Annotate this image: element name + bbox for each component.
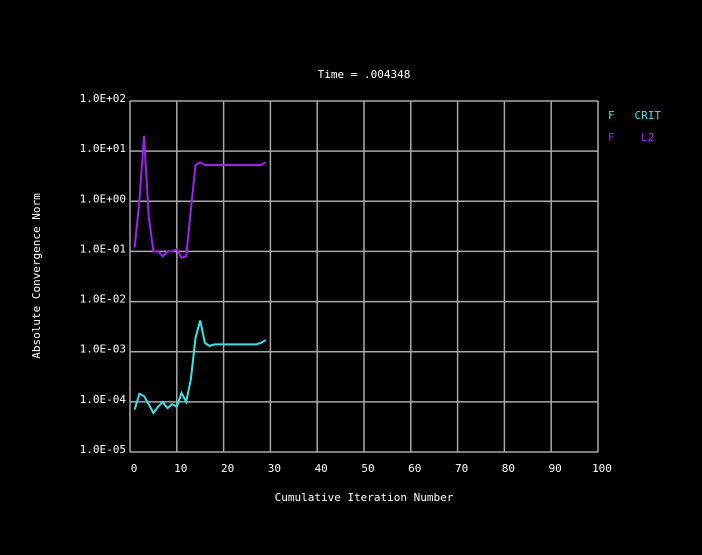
legend-entry: F CRIT xyxy=(608,109,661,122)
y-axis-label: Absolute Convergence Norm xyxy=(30,193,43,359)
chart-title: Time = .004348 xyxy=(318,68,411,81)
series-line xyxy=(133,135,267,259)
y-tick-label: 1.0E-02 xyxy=(80,293,126,306)
x-tick-label: 50 xyxy=(361,462,374,475)
x-tick-label: 0 xyxy=(131,462,138,475)
y-tick-label: 1.0E-03 xyxy=(80,343,126,356)
y-tick-label: 1.0E+02 xyxy=(80,92,126,105)
x-tick-label: 20 xyxy=(221,462,234,475)
y-tick-label: 1.0E-05 xyxy=(80,443,126,456)
x-tick-label: 70 xyxy=(455,462,468,475)
y-tick-label: 1.0E-04 xyxy=(80,393,127,406)
x-tick-label: 30 xyxy=(268,462,281,475)
x-tick-label: 40 xyxy=(315,462,328,475)
x-tick-label: 100 xyxy=(592,462,612,475)
y-tick-label: 1.0E+01 xyxy=(80,142,126,155)
x-tick-label: 60 xyxy=(408,462,421,475)
series-line xyxy=(133,320,267,415)
y-tick-label: 1.0E-01 xyxy=(80,242,126,255)
x-tick-label: 10 xyxy=(174,462,187,475)
x-tick-label: 80 xyxy=(502,462,515,475)
legend-entry: F L2 xyxy=(608,131,654,144)
x-axis-label: Cumulative Iteration Number xyxy=(275,491,454,504)
y-tick-label: 1.0E+00 xyxy=(80,192,126,205)
x-tick-label: 90 xyxy=(549,462,562,475)
